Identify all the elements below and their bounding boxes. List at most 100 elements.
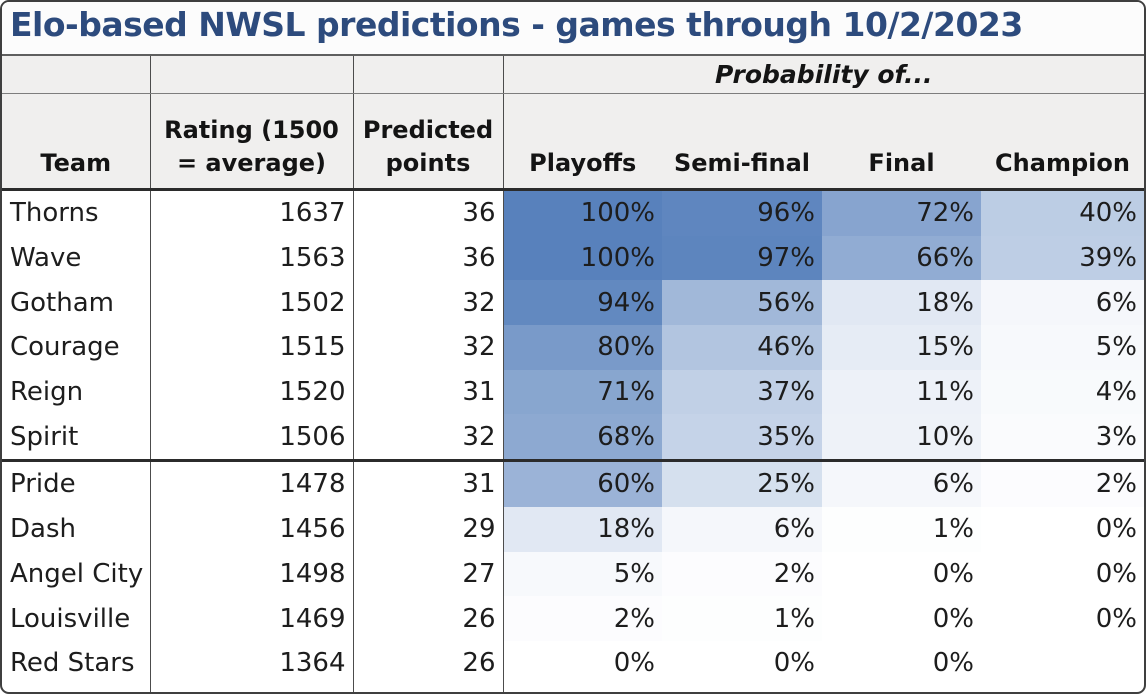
champion-prob-cell: 0% (981, 596, 1144, 641)
col-header-playoffs: Playoffs (503, 93, 662, 191)
team-cell: Wave (2, 235, 151, 281)
col-header-rating: Rating (1500 = average) (150, 93, 354, 191)
final-prob-cell: 11% (822, 369, 981, 415)
blank-header-cell (2, 56, 151, 94)
semifinal-prob-cell: 25% (662, 460, 822, 507)
champion-prob-cell: 40% (981, 189, 1144, 236)
rating-cell: 1520 (150, 369, 354, 415)
champion-prob-cell (981, 686, 1144, 692)
blank-header-cell (353, 56, 504, 94)
semifinal-prob-cell: 0% (662, 640, 822, 686)
semifinal-prob-cell: 6% (662, 506, 822, 552)
table-row: Thorns 1637 36 100% 96% 72% 40% (2, 189, 1144, 236)
playoffs-prob-cell: 2% (503, 596, 662, 641)
rating-cell: 1515 (150, 325, 354, 370)
playoffs-prob-cell (503, 686, 662, 692)
table-row: Wave 1563 36 100% 97% 66% 39% (2, 235, 1144, 281)
final-prob-cell: 0% (822, 596, 981, 641)
points-cell: 36 (353, 189, 504, 236)
team-cell: Spirit (2, 414, 151, 463)
table-row: Reign 1520 31 71% 37% 11% 4% (2, 369, 1144, 415)
playoffs-prob-cell: 80% (503, 325, 662, 370)
prob-group-header: Probability of... (503, 56, 1144, 94)
team-cell: Angel City (2, 551, 151, 597)
points-cell: 27 (353, 551, 504, 597)
table-row: Courage 1515 32 80% 46% 15% 5% (2, 325, 1144, 370)
column-header-row: Team Rating (1500 = average) Predicted p… (2, 93, 1144, 191)
table-row: Current149325 (2, 685, 1144, 692)
rating-cell: 1456 (150, 506, 354, 552)
playoffs-prob-cell: 0% (503, 640, 662, 686)
final-prob-cell: 1% (822, 506, 981, 552)
champion-prob-cell: 4% (981, 369, 1144, 415)
playoffs-prob-cell: 68% (503, 414, 662, 463)
semifinal-prob-cell: 56% (662, 280, 822, 326)
playoffs-prob-cell: 71% (503, 369, 662, 415)
rating-cell: 1469 (150, 596, 354, 641)
playoffs-prob-cell: 100% (503, 235, 662, 281)
rating-cell: 1493 (150, 685, 354, 692)
semifinal-prob-cell: 1% (662, 596, 822, 641)
points-cell: 32 (353, 414, 504, 463)
table-row: Louisville 1469 26 2% 1% 0% 0% (2, 596, 1144, 641)
points-cell: 29 (353, 506, 504, 552)
champion-prob-cell (981, 641, 1144, 686)
champion-prob-cell: 0% (981, 506, 1144, 552)
final-prob-cell: 0% (822, 640, 981, 686)
champion-prob-cell: 5% (981, 325, 1144, 370)
team-cell: Reign (2, 369, 151, 415)
champion-prob-cell: 2% (981, 460, 1144, 507)
final-prob-cell: 18% (822, 280, 981, 326)
semifinal-prob-cell: 37% (662, 369, 822, 415)
playoffs-prob-cell: 94% (503, 280, 662, 326)
team-cell: Dash (2, 506, 151, 552)
final-prob-cell (822, 686, 981, 692)
rating-cell: 1498 (150, 551, 354, 597)
rating-cell: 1506 (150, 414, 354, 463)
col-header-final: Final (822, 93, 981, 191)
rating-cell: 1563 (150, 235, 354, 281)
team-cell: Thorns (2, 189, 151, 236)
team-cell: Pride (2, 460, 151, 507)
col-header-champion: Champion (981, 93, 1144, 191)
final-prob-cell: 10% (822, 414, 981, 463)
team-cell: Current (2, 685, 151, 692)
predictions-table: Probability of... Team Rating (1500 = av… (2, 56, 1144, 692)
table-row: Gotham 1502 32 94% 56% 18% 6% (2, 280, 1144, 326)
team-cell: Louisville (2, 596, 151, 641)
champion-prob-cell: 39% (981, 235, 1144, 281)
points-cell: 25 (353, 685, 504, 692)
semifinal-prob-cell: 2% (662, 551, 822, 597)
table-row: Dash 1456 29 18% 6% 1% 0% (2, 506, 1144, 552)
playoffs-prob-cell: 100% (503, 189, 662, 236)
col-header-points: Predicted points (353, 93, 504, 191)
final-prob-cell: 0% (822, 551, 981, 597)
points-cell: 36 (353, 235, 504, 281)
page-title: Elo-based NWSL predictions - games throu… (2, 2, 1144, 56)
final-prob-cell: 6% (822, 460, 981, 507)
team-cell: Gotham (2, 280, 151, 326)
prob-group-row: Probability of... (2, 56, 1144, 94)
points-cell: 31 (353, 369, 504, 415)
col-header-semifinal: Semi-final (662, 93, 822, 191)
points-cell: 31 (353, 460, 504, 507)
playoffs-prob-cell: 5% (503, 551, 662, 597)
points-cell: 26 (353, 596, 504, 641)
champion-prob-cell: 3% (981, 414, 1144, 463)
final-prob-cell: 15% (822, 325, 981, 370)
points-cell: 26 (353, 640, 504, 686)
table-row: Angel City 1498 27 5% 2% 0% 0% (2, 551, 1144, 597)
semifinal-prob-cell: 96% (662, 189, 822, 236)
final-prob-cell: 66% (822, 235, 981, 281)
rating-cell: 1502 (150, 280, 354, 326)
final-prob-cell: 72% (822, 189, 981, 236)
points-cell: 32 (353, 325, 504, 370)
champion-prob-cell: 0% (981, 551, 1144, 597)
playoffs-prob-cell: 60% (503, 460, 662, 507)
team-cell: Courage (2, 325, 151, 370)
col-header-team: Team (2, 93, 151, 191)
blank-header-cell (150, 56, 354, 94)
rating-cell: 1637 (150, 189, 354, 236)
rating-cell: 1478 (150, 460, 354, 507)
